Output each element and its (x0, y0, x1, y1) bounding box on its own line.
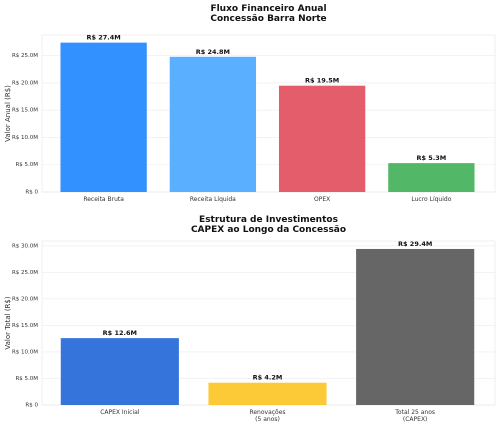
x-tick-label: Receita Líquida (189, 196, 236, 203)
y-tick-label: R$ 0 (25, 190, 38, 196)
value-label: R$ 29.4M (398, 240, 432, 248)
value-label: R$ 27.4M (86, 34, 120, 42)
y-tick-label: R$ 20.0M (12, 296, 38, 302)
y-tick-label: R$ 5.0M (15, 376, 38, 382)
x-tick-label: Renovações (5 anos) (249, 409, 286, 424)
y-axis-label: Valor Total (R$) (4, 296, 12, 349)
bar (208, 382, 327, 405)
bar (278, 85, 366, 192)
bar (356, 248, 475, 405)
x-tick-label: Total 25 anos (CAPEX) (395, 409, 436, 424)
x-tick-label: Receita Bruta (83, 196, 124, 203)
x-tick-label: Lucro Líquido (411, 196, 452, 203)
bar (388, 163, 475, 192)
y-tick-label: R$ 25.0M (12, 270, 38, 276)
bar (169, 56, 257, 192)
value-label: R$ 19.5M (305, 77, 339, 85)
y-tick-label: R$ 20.0M (12, 80, 38, 86)
y-tick-label: R$ 10.0M (12, 135, 38, 141)
chart-title: Fluxo Financeiro Anual Concessão Barra N… (210, 4, 327, 25)
bar (60, 338, 179, 405)
y-tick-label: R$ 15.0M (12, 108, 38, 114)
y-tick-label: R$ 25.0M (12, 53, 38, 59)
value-label: R$ 24.8M (196, 48, 230, 56)
plot-frame (41, 34, 496, 193)
y-tick-label: R$ 30.0M (12, 243, 38, 249)
y-tick-label: R$ 10.0M (12, 349, 38, 355)
y-tick-label: R$ 15.0M (12, 323, 38, 329)
y-tick-label: R$ 5.0M (15, 162, 38, 168)
y-axis-label: Valor Anual (R$) (4, 85, 12, 142)
value-label: R$ 4.2M (253, 374, 283, 382)
y-tick-label: R$ 0 (25, 403, 38, 409)
value-label: R$ 5.3M (416, 154, 446, 162)
value-label: R$ 12.6M (103, 329, 137, 337)
chart-title: Estrutura de Investimentos CAPEX ao Long… (190, 215, 347, 236)
x-tick-label: OPEX (314, 196, 331, 203)
bar (60, 42, 147, 192)
x-tick-label: CAPEX Inicial (100, 409, 140, 416)
